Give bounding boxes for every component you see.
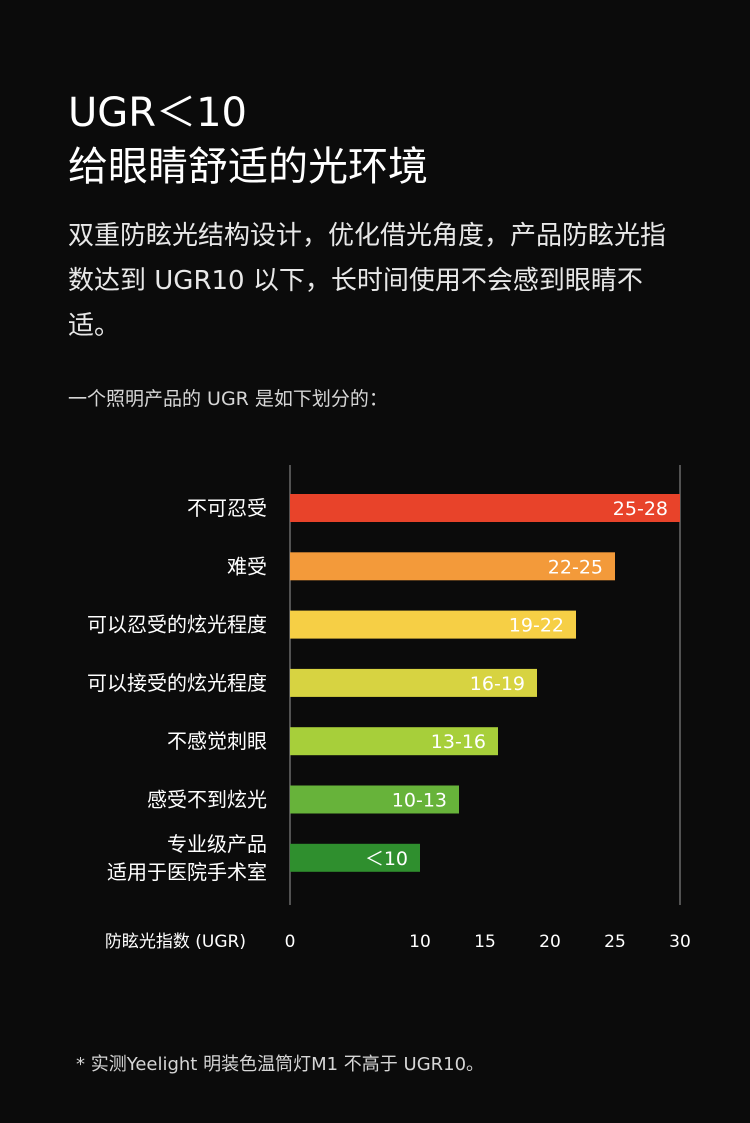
category-labels: 不可忍受难受可以忍受的炫光程度可以接受的炫光程度不感觉刺眼感受不到炫光专业级产品…	[87, 496, 267, 884]
intro-text: 一个照明产品的 UGR 是如下划分的：	[68, 388, 388, 410]
bar-0	[290, 494, 680, 522]
x-tick-label-3: 20	[539, 932, 561, 952]
bar-6	[290, 843, 420, 872]
category-label-5: 感受不到炫光	[147, 788, 267, 812]
x-axis-label: 防眩光指数 (UGR)	[105, 932, 246, 952]
x-tick-label-2: 15	[474, 932, 496, 952]
x-tick-labels: 0 10 15 20 25 30	[285, 932, 691, 952]
category-label-6-0: 专业级产品	[167, 832, 267, 856]
bar-value-label-1: 22-25	[548, 556, 603, 578]
bar-1	[290, 552, 615, 581]
category-label-3: 可以接受的炫光程度	[87, 671, 267, 695]
ugr-bar-chart: 25-28 22-25 19-22 16-19 13-16 10-13 ＜10 不可忍受难受…	[87, 465, 691, 952]
category-label-4: 不感觉刺眼	[167, 729, 267, 753]
bar-value-label-6: ＜10	[365, 848, 408, 870]
headline-line1: UGR＜10	[68, 90, 247, 136]
bar-value-label-5: 10-13	[392, 790, 447, 812]
description: 双重防眩光结构设计，优化借光角度，产品防眩光指数达到 UGR10 以下，长时间使…	[68, 221, 667, 341]
headline: UGR＜10 给眼睛舒适的光环境	[68, 86, 428, 194]
category-label-6-1: 适用于医院手术室	[107, 860, 267, 884]
bar-value-label-0: 25-28	[613, 498, 668, 520]
bar-3	[290, 668, 537, 697]
bar-4	[290, 727, 498, 756]
x-tick-label-5: 30	[669, 932, 691, 952]
bar-value-label-3: 16-19	[470, 673, 525, 695]
category-label-0: 不可忍受	[187, 496, 267, 520]
bar-5	[290, 785, 459, 814]
category-label-2: 可以忍受的炫光程度	[87, 613, 267, 637]
category-label-1: 难受	[227, 554, 267, 578]
x-tick-label-0: 0	[285, 932, 296, 952]
bar-value-label-4: 13-16	[431, 731, 486, 753]
bar-group: 25-28 22-25 19-22 16-19 13-16 10-13 ＜10	[290, 494, 680, 872]
headline-line2: 给眼睛舒适的光环境	[68, 144, 428, 190]
footnote: * 实测Yeelight 明装色温筒灯M1 不高于 UGR10。	[76, 1054, 485, 1075]
x-tick-label-1: 10	[409, 932, 431, 952]
bar-value-label-2: 19-22	[509, 615, 564, 637]
x-tick-label-4: 25	[604, 932, 626, 952]
bar-2	[290, 610, 576, 639]
